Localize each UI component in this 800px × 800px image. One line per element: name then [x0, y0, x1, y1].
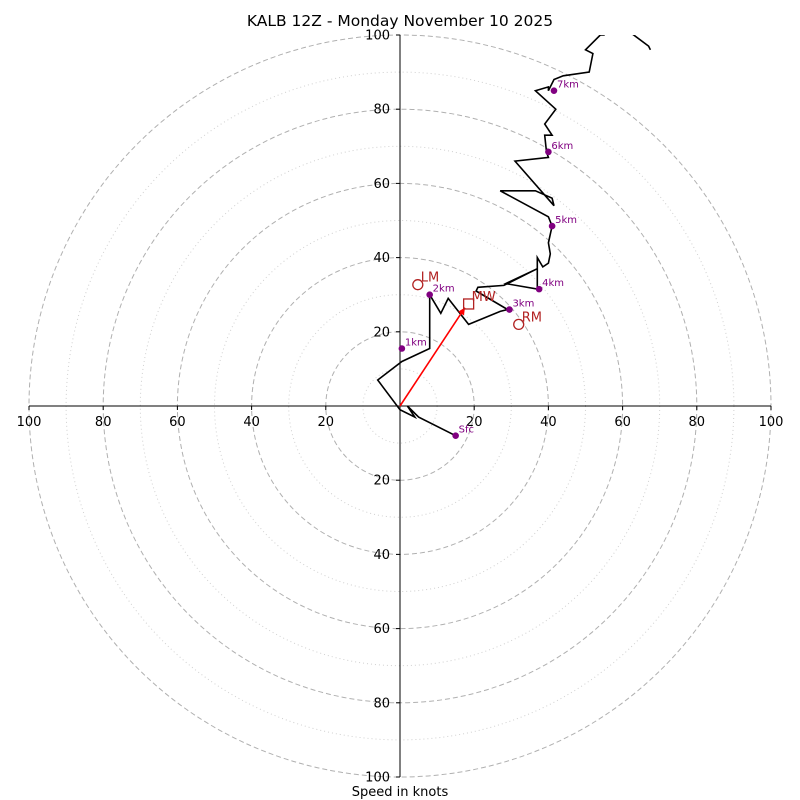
- y-tick-label: 60: [373, 622, 390, 637]
- x-tick-label: 40: [540, 415, 557, 430]
- y-tick-label: 100: [365, 29, 390, 44]
- height-marker-sfc: [452, 432, 459, 439]
- x-tick-label: 80: [95, 415, 112, 430]
- y-tick-label: 100: [365, 771, 390, 786]
- x-tick-label: 20: [318, 415, 335, 430]
- height-marker-4km: [535, 285, 543, 293]
- y-tick-label: 20: [373, 474, 390, 489]
- x-tick-label: 60: [169, 415, 186, 430]
- y-tick-label: 80: [373, 103, 390, 118]
- y-tick-label: 40: [373, 548, 390, 563]
- height-marker-2km: [426, 291, 433, 299]
- storm-label-mw: MW: [472, 290, 496, 305]
- height-label-5km: 5km: [555, 215, 577, 226]
- vector-line: [399, 307, 466, 407]
- height-label-6km: 6km: [551, 141, 573, 152]
- height-marker-5km: [548, 222, 556, 230]
- tick-labels: 100 80 60 40 20 20 40 60 80 100 100 80 60 40 20 20 40 60 8…: [17, 29, 784, 786]
- storm-label-rm: RM: [522, 310, 542, 325]
- height-marker-3km: [506, 306, 513, 313]
- height-label-sfc: Sfc: [459, 425, 474, 436]
- x-axis-label: Speed in knots: [352, 785, 449, 800]
- height-label-3km: 3km: [512, 299, 534, 310]
- y-tick-label: 20: [373, 325, 390, 340]
- y-tick-label: 80: [373, 696, 390, 711]
- height-marker-6km: [545, 148, 552, 156]
- storm-marker-rm: [513, 318, 525, 331]
- x-tick-label: 80: [689, 415, 706, 430]
- height-label-4km: 4km: [542, 278, 564, 289]
- height-label-1km: 1km: [405, 337, 427, 348]
- vector-arrowhead: [458, 307, 465, 316]
- chart-title: KALB 12Z - Monday November 10 2025: [247, 12, 553, 30]
- y-tick-label: 40: [373, 251, 390, 266]
- hodograph-line: [376, 35, 652, 437]
- hodograph-trace: [376, 35, 652, 437]
- x-tick-label: 100: [17, 415, 42, 430]
- mean-wind-vector: [399, 307, 466, 407]
- storm-marker-lm: [412, 279, 424, 291]
- height-marker-7km: [550, 87, 558, 94]
- y-tick-label: 60: [373, 177, 390, 192]
- x-tick-label: 20: [466, 415, 483, 430]
- storm-marker-mw: [462, 298, 475, 310]
- height-label-7km: 7km: [557, 80, 579, 91]
- storm-label-lm: LM: [421, 271, 439, 286]
- height-marker-1km: [398, 345, 406, 352]
- x-tick-label: 60: [614, 415, 631, 430]
- storm-motion-markers: LM MW RM: [412, 271, 542, 331]
- x-tick-label: 100: [759, 415, 784, 430]
- height-label-2km: 2km: [433, 284, 455, 295]
- x-tick-label: 40: [243, 415, 260, 430]
- height-markers: Sfc 1km 2km 3km 4km 5km 6km 7km: [398, 80, 579, 439]
